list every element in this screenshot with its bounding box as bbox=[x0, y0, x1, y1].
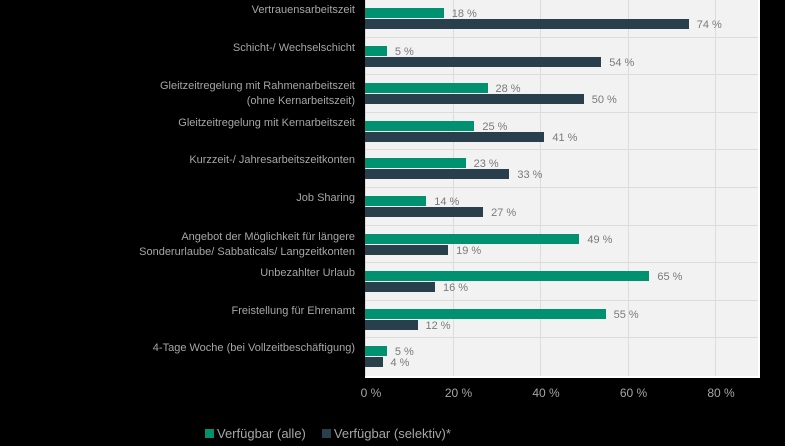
bar-alle bbox=[365, 8, 444, 18]
category-label: Freistellung für Ehrenamt bbox=[231, 304, 356, 317]
category-label: Schicht-/ Wechselschicht bbox=[232, 41, 355, 54]
category-label: Angebot der Möglichkeit für längere Sonde… bbox=[139, 230, 355, 258]
value-label-alle: 23 % bbox=[473, 158, 499, 171]
bar-selektiv bbox=[365, 244, 449, 255]
bar-alle bbox=[365, 233, 580, 244]
gridline-horizontal bbox=[365, 36, 758, 38]
value-label-selektiv: 16 % bbox=[443, 282, 469, 295]
value-label-alle: 18 % bbox=[451, 8, 477, 20]
legend-swatch-green bbox=[205, 429, 214, 438]
gridline-horizontal bbox=[365, 149, 758, 151]
gridline-horizontal bbox=[365, 74, 758, 76]
bar-selektiv bbox=[365, 207, 484, 217]
bar-alle bbox=[365, 271, 650, 282]
value-label-selektiv: 54 % bbox=[609, 56, 635, 69]
legend-label: Verfügbar (alle) bbox=[217, 426, 306, 441]
gridline-vertical bbox=[365, 0, 366, 376]
x-tick-label: 80 % bbox=[707, 386, 735, 400]
legend-swatch-dark bbox=[321, 429, 331, 438]
gridline-vertical bbox=[627, 0, 629, 376]
bar-selektiv bbox=[365, 357, 383, 368]
gridline-horizontal bbox=[365, 299, 758, 301]
category-label: Gleitzeitregelung mit Kernarbeitszeit bbox=[178, 116, 355, 129]
bar-selektiv bbox=[365, 282, 435, 293]
bar-selektiv bbox=[365, 19, 689, 29]
category-label: Job Sharing bbox=[296, 192, 355, 204]
bar-alle bbox=[365, 346, 387, 357]
value-label-alle: 55 % bbox=[613, 308, 639, 321]
bar-selektiv bbox=[365, 319, 418, 330]
gridline-horizontal bbox=[365, 224, 758, 226]
legend-label: Verfügbar (selektiv)* bbox=[333, 426, 451, 441]
value-label-alle: 65 % bbox=[657, 271, 683, 284]
category-label: Kurzzeit-/ Jahresarbeitszeitkonten bbox=[189, 154, 355, 167]
gridline-vertical bbox=[452, 0, 454, 376]
value-label-selektiv: 27 % bbox=[491, 207, 517, 219]
value-label-alle: 5 % bbox=[394, 45, 414, 58]
bar-selektiv bbox=[365, 169, 510, 180]
x-tick-label: 60 % bbox=[619, 386, 648, 400]
category-label: Vertrauensarbeitszeit bbox=[251, 4, 355, 16]
legend-item-selektiv: Verfügbar (selektiv)* bbox=[321, 426, 451, 441]
value-label-alle: 25 % bbox=[482, 120, 508, 133]
category-label: Gleitzeitregelung mit Rahmenarbeitszeit(… bbox=[159, 80, 355, 108]
category-label: Unbezahlter Urlaub bbox=[260, 267, 355, 280]
value-label-selektiv: 33 % bbox=[517, 169, 543, 182]
value-label-selektiv: 41 % bbox=[552, 131, 578, 144]
legend: Verfügbar (alle) Verfügbar (selektiv)* bbox=[205, 426, 451, 441]
x-tick-label: 20 % bbox=[444, 386, 473, 400]
value-label-selektiv: 19 % bbox=[456, 244, 482, 257]
bar-alle bbox=[365, 196, 427, 206]
value-label-alle: 5 % bbox=[394, 346, 414, 359]
gridline-horizontal bbox=[365, 337, 758, 339]
gridline-horizontal bbox=[365, 262, 758, 264]
gridline-horizontal bbox=[365, 187, 758, 188]
value-label-alle: 49 % bbox=[587, 233, 613, 246]
bar-alle bbox=[365, 45, 387, 56]
gridline-vertical bbox=[715, 0, 716, 376]
x-tick-label: 40 % bbox=[532, 386, 560, 400]
plot-area: 18 % 74 % 5 % 54 % 28 % 50 % 25 % 41 % 23 % 33 % 1… bbox=[365, 0, 760, 378]
value-label-selektiv: 12 % bbox=[425, 319, 451, 332]
value-label-selektiv: 4 % bbox=[390, 357, 410, 370]
category-label: 4-Tage Woche (bei Vollzeitbeschäftigung) bbox=[152, 342, 355, 355]
value-label-alle: 28 % bbox=[495, 83, 521, 96]
bar-selektiv bbox=[365, 131, 545, 142]
bar-alle bbox=[365, 83, 488, 94]
value-label-selektiv: 74 % bbox=[696, 19, 722, 31]
gridline-vertical bbox=[540, 0, 541, 376]
x-tick-label: 0 % bbox=[360, 386, 382, 400]
bar-selektiv bbox=[365, 94, 584, 105]
value-label-alle: 14 % bbox=[434, 196, 460, 208]
value-label-selektiv: 50 % bbox=[591, 94, 617, 107]
legend-item-alle: Verfügbar (alle) bbox=[205, 426, 306, 441]
bar-alle bbox=[365, 120, 475, 131]
bar-alle bbox=[365, 158, 466, 169]
bar-alle bbox=[365, 308, 606, 319]
bar-selektiv bbox=[365, 56, 602, 67]
gridline-horizontal bbox=[365, 111, 758, 113]
